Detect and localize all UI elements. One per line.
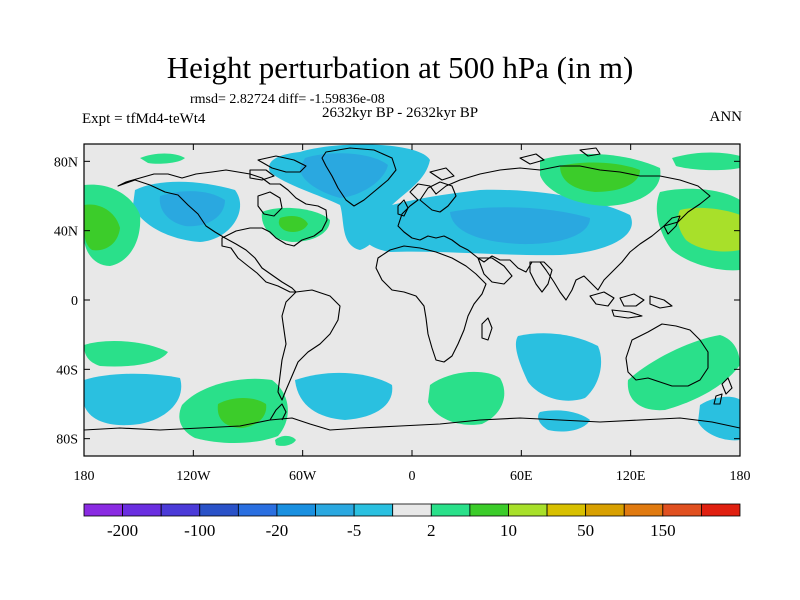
lat-tick-label: 0	[71, 294, 78, 309]
anomaly-south-pacific-negative	[84, 373, 182, 426]
colorbar-swatch	[199, 503, 239, 517]
anomaly-siberia-core	[560, 162, 640, 192]
colorbar-label: -200	[107, 521, 138, 540]
anomaly-indian-ocean-negative	[538, 410, 590, 432]
anomaly-southern-ocean-negative	[295, 372, 393, 420]
southeast-asia-islands-coast	[589, 291, 673, 319]
anomaly-north-pacific-east-core	[678, 207, 740, 252]
colorbar-swatch	[623, 503, 664, 517]
australia-coast	[625, 323, 709, 387]
colorbar-label: -20	[266, 521, 289, 540]
colorbar-swatch	[392, 503, 432, 517]
map-title: Height perturbation at 500 hPa (in m)	[166, 50, 634, 85]
antarctic-peninsula-coast	[269, 403, 287, 421]
anomaly-tasman-negative	[698, 396, 740, 441]
anomaly-antarctic-small-positive	[275, 435, 296, 446]
lon-tick-label: 180	[730, 469, 751, 484]
anomaly-north-pacific-west-core	[84, 204, 120, 251]
colorbar-swatch	[237, 503, 278, 517]
lat-tick-label: 40S	[56, 363, 78, 378]
colorbar-swatch	[315, 503, 355, 517]
arabia-coast	[477, 257, 513, 285]
colorbar-label: -100	[184, 521, 215, 540]
anomaly-south-pacific-subtropic-positive	[84, 340, 168, 367]
anomaly-australia-positive	[627, 335, 740, 411]
colorbar-swatch	[469, 503, 509, 517]
colorbar-swatch	[160, 503, 201, 517]
colorbar-label: -5	[347, 521, 361, 540]
anomaly-central-asia-negative	[450, 207, 590, 245]
colorbar-swatch	[546, 503, 587, 517]
anomaly-southeast-pacific-core	[217, 398, 267, 428]
anomaly-arctic-small-positive	[140, 153, 185, 164]
colorbar-swatch	[83, 503, 123, 517]
lon-tick-label: 0	[409, 469, 416, 484]
anomaly-south-atlantic-positive	[428, 371, 505, 425]
coastlines	[84, 147, 740, 431]
lon-tick-label: 120E	[616, 469, 646, 484]
british-isles-coast	[397, 199, 409, 217]
anomaly-field	[84, 144, 740, 446]
scandinavia-coast	[419, 181, 457, 213]
colorbar-label: 10	[500, 521, 517, 540]
colorbar-swatch	[701, 503, 741, 517]
eurasia-coast	[397, 165, 711, 301]
colorbar-swatch	[508, 503, 548, 517]
colorbar-swatch	[353, 503, 394, 517]
experiment-label: Expt = tfMd4-teWt4	[82, 111, 206, 127]
colorbar-label: 50	[577, 521, 594, 540]
africa-coast	[375, 245, 487, 363]
south-america-coast	[277, 289, 341, 401]
colorbar-swatch	[430, 503, 471, 517]
colorbar-swatch	[662, 503, 702, 517]
colorbar-label: 150	[650, 521, 676, 540]
north-america-coast	[117, 169, 328, 293]
map-ticks: 80N 40N 0 40S 80S 180 120W 60W 0 60E 120E 180	[54, 144, 751, 484]
colorbar: -200 -100 -20 -5 2 10 50 150	[83, 503, 741, 540]
antarctica-coast	[84, 417, 740, 431]
lat-tick-label: 80N	[54, 155, 78, 170]
period-text: 2632kyr BP - 2632kyr BP	[322, 105, 479, 121]
lat-tick-label: 40N	[54, 225, 78, 240]
hudson-bay-coast	[257, 191, 283, 217]
madagascar-coast	[481, 317, 493, 341]
lon-tick-label: 60W	[289, 469, 317, 484]
lat-tick-label: 80S	[56, 433, 78, 448]
anomaly-eastern-canada-core	[278, 216, 308, 232]
siberian-islands-coast	[429, 147, 601, 181]
india-coast	[529, 261, 553, 293]
colorbar-swatch	[122, 503, 162, 517]
colorbar-swatch	[585, 503, 625, 517]
lon-tick-label: 120W	[176, 469, 211, 484]
stats-text: rmsd= 2.82724 diff= -1.59836e-08	[190, 92, 385, 107]
colorbar-swatch	[276, 503, 316, 517]
greenland-coast	[321, 147, 397, 207]
anomaly-arctic-pacific-positive	[672, 152, 740, 171]
canadian-islands-coast	[249, 155, 307, 181]
japan-coast	[663, 215, 681, 235]
lon-tick-label: 180	[74, 469, 95, 484]
season-label: ANN	[709, 109, 743, 125]
colorbar-label: 2	[427, 521, 436, 540]
lon-tick-label: 60E	[510, 469, 533, 484]
anomaly-greenland-negative	[300, 153, 388, 198]
anomaly-south-atlantic-negative	[515, 333, 602, 401]
new-zealand-coast	[713, 377, 733, 405]
